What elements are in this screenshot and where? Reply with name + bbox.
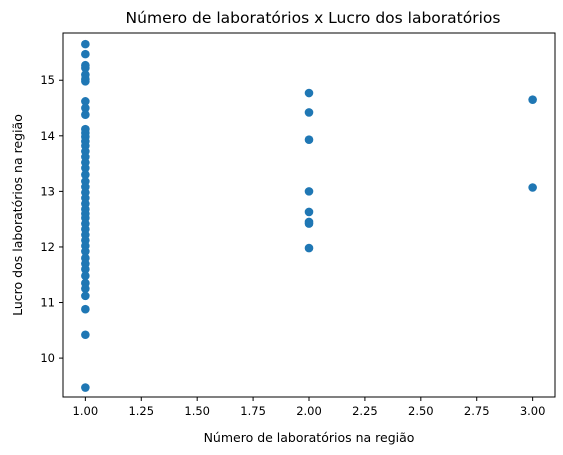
data-point-51 — [304, 243, 314, 253]
data-point-6 — [81, 77, 90, 86]
y-axis-label: Lucro dos laboratórios na região — [10, 114, 25, 316]
y-tick-label: 10 — [40, 351, 55, 365]
y-tick-label: 14 — [40, 129, 55, 143]
data-point-39 — [81, 284, 90, 293]
data-point-40 — [81, 291, 90, 301]
x-tick-label: 2.25 — [352, 404, 378, 418]
y-tick-label: 15 — [40, 73, 55, 87]
x-tick-label: 2.75 — [464, 404, 490, 418]
chart-title: Número de laboratórios x Lucro dos labor… — [126, 9, 501, 27]
data-point-44 — [304, 88, 314, 98]
x-tick-label: 2.50 — [408, 404, 434, 418]
data-point-46 — [304, 135, 314, 144]
data-point-43 — [81, 383, 90, 392]
x-tick-label: 1.25 — [128, 404, 154, 418]
data-point-1 — [81, 49, 90, 59]
data-point-37 — [81, 271, 90, 281]
data-point-19 — [81, 170, 90, 180]
data-point-7 — [81, 97, 90, 106]
data-point-47 — [304, 187, 314, 196]
data-point-50 — [304, 219, 314, 228]
y-tick-label: 12 — [40, 240, 55, 254]
y-axis: 10 11 12 13 14 15 — [40, 73, 63, 365]
points-layer — [81, 39, 537, 392]
x-axis-label: Número de laboratórios na região — [204, 430, 415, 445]
x-tick-label: 1.00 — [73, 404, 99, 418]
data-point-0 — [81, 39, 90, 49]
data-point-36 — [81, 264, 90, 274]
y-tick-label: 13 — [40, 184, 55, 198]
data-point-41 — [81, 304, 90, 314]
x-axis: 1.00 1.25 1.50 1.75 2.00 2.25 2.50 2.75 3.00 — [73, 397, 546, 418]
data-point-8 — [81, 103, 90, 113]
x-tick-label: 2.00 — [296, 404, 322, 418]
data-point-53 — [528, 183, 537, 192]
data-point-52 — [528, 95, 537, 104]
data-point-33 — [81, 247, 90, 256]
x-tick-label: 3.00 — [520, 404, 546, 418]
data-point-48 — [304, 207, 314, 217]
data-point-45 — [304, 108, 314, 117]
data-point-18 — [81, 163, 90, 173]
data-point-9 — [81, 110, 90, 119]
x-tick-label: 1.50 — [184, 404, 210, 418]
x-tick-label: 1.75 — [240, 404, 266, 418]
y-tick-label: 11 — [40, 296, 55, 310]
data-point-42 — [81, 330, 90, 340]
data-point-3 — [81, 63, 90, 73]
